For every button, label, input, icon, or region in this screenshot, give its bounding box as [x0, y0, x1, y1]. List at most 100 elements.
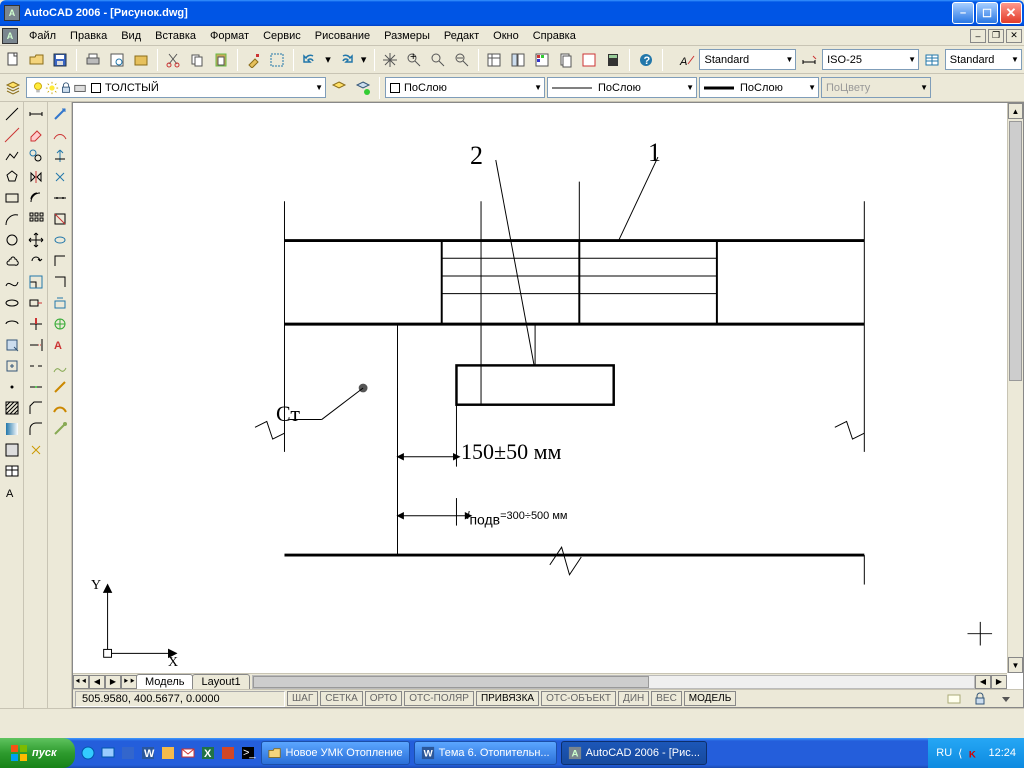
dim-linear-icon[interactable]	[25, 104, 47, 124]
ql-save-icon[interactable]	[119, 742, 137, 764]
open-icon[interactable]	[26, 49, 48, 71]
tb3-4[interactable]	[49, 167, 71, 187]
toggle-model[interactable]: МОДЕЛЬ	[684, 691, 736, 706]
clock[interactable]: 12:24	[988, 747, 1016, 759]
toggle-polar[interactable]: ОТС-ПОЛЯР	[404, 691, 474, 706]
tb3-5[interactable]	[49, 188, 71, 208]
gradient-icon[interactable]	[1, 419, 23, 439]
ellipse-arc-icon[interactable]	[1, 314, 23, 334]
ql-ie-icon[interactable]	[79, 742, 97, 764]
menu-insert[interactable]: Вставка	[148, 28, 203, 44]
markup-icon[interactable]	[579, 49, 601, 71]
menu-modify[interactable]: Редакт	[437, 28, 486, 44]
pline-icon[interactable]	[1, 146, 23, 166]
task-autocad[interactable]: A AutoCAD 2006 - [Рис...	[561, 741, 707, 765]
revcloud-icon[interactable]	[1, 251, 23, 271]
linetype-dropdown[interactable]: ПоСлою▼	[547, 77, 697, 98]
spline-icon[interactable]	[1, 272, 23, 292]
tb3-12[interactable]: A	[49, 335, 71, 355]
stretch-icon[interactable]	[25, 293, 47, 313]
scroll-left-icon[interactable]: ◀	[975, 675, 991, 689]
tab-first-icon[interactable]: ⯇⯇	[73, 675, 89, 689]
circle-icon[interactable]	[1, 230, 23, 250]
arc-icon[interactable]	[1, 209, 23, 229]
table-style-icon[interactable]	[921, 49, 943, 71]
tb3-3[interactable]	[49, 146, 71, 166]
toggle-grid[interactable]: СЕТКА	[320, 691, 363, 706]
vertical-scrollbar[interactable]: ▲ ▼	[1007, 103, 1023, 673]
color-dropdown[interactable]: ПоСлою▼	[385, 77, 545, 98]
start-button[interactable]: пуск	[0, 738, 75, 768]
make-block-icon[interactable]	[1, 356, 23, 376]
mirror-icon[interactable]	[25, 167, 47, 187]
plot-preview-icon[interactable]	[106, 49, 128, 71]
cut-icon[interactable]	[163, 49, 185, 71]
redo-dropdown-icon[interactable]: ▾	[359, 49, 369, 71]
tab-model[interactable]: Модель	[136, 674, 193, 689]
undo-dropdown-icon[interactable]: ▾	[323, 49, 333, 71]
save-icon[interactable]	[50, 49, 72, 71]
tb3-2[interactable]	[49, 125, 71, 145]
menu-dims[interactable]: Размеры	[377, 28, 437, 44]
rotate-icon[interactable]	[25, 251, 47, 271]
ellipse-icon[interactable]	[1, 293, 23, 313]
zoom-rt-icon[interactable]: +	[403, 49, 425, 71]
lineweight-dropdown[interactable]: ПоСлою▼	[699, 77, 819, 98]
tb3-15[interactable]	[49, 398, 71, 418]
canvas[interactable]: 1 2 Ст 150±50 мм lподв=300÷500 мм X Y	[73, 103, 1007, 673]
tab-layout1[interactable]: Layout1	[192, 674, 249, 689]
task-word[interactable]: W Тема 6. Отопительн...	[414, 741, 557, 765]
pan-icon[interactable]	[380, 49, 402, 71]
dim-style-dropdown[interactable]: ISO-25▼	[822, 49, 919, 70]
comm-icon[interactable]	[943, 688, 965, 710]
sheet-set-icon[interactable]	[555, 49, 577, 71]
calc-icon[interactable]	[602, 49, 624, 71]
redo-icon[interactable]	[335, 49, 357, 71]
move-icon[interactable]	[25, 230, 47, 250]
maximize-button[interactable]: ☐	[976, 2, 998, 24]
toggle-snap[interactable]: ШАГ	[287, 691, 318, 706]
point-icon[interactable]	[1, 377, 23, 397]
table-style-dropdown[interactable]: Standard▼	[945, 49, 1022, 70]
tb3-13[interactable]	[49, 356, 71, 376]
mdi-minimize[interactable]: –	[970, 29, 986, 43]
ql-word-icon[interactable]: W	[139, 742, 157, 764]
erase-icon[interactable]	[25, 125, 47, 145]
new-icon[interactable]	[2, 49, 24, 71]
task-folder[interactable]: Новое УМК Отопление	[261, 741, 410, 765]
menu-edit[interactable]: Правка	[63, 28, 114, 44]
undo-icon[interactable]	[299, 49, 321, 71]
tab-prev-icon[interactable]: ◀	[89, 675, 105, 689]
properties-icon[interactable]	[484, 49, 506, 71]
zoom-prev-icon[interactable]	[451, 49, 473, 71]
fillet-icon[interactable]	[25, 419, 47, 439]
tb3-16[interactable]	[49, 419, 71, 439]
scroll-down-icon[interactable]: ▼	[1008, 657, 1023, 673]
chamfer-icon[interactable]	[25, 398, 47, 418]
close-button[interactable]: ✕	[1000, 2, 1022, 24]
text-style-icon[interactable]: A	[676, 49, 698, 71]
mdi-restore[interactable]: ❐	[988, 29, 1004, 43]
tray-toggle-icon[interactable]	[995, 688, 1017, 710]
publish-icon[interactable]	[130, 49, 152, 71]
match-prop-icon[interactable]	[243, 49, 265, 71]
lang-indicator[interactable]: RU	[936, 747, 952, 759]
print-icon[interactable]	[82, 49, 104, 71]
hatch-icon[interactable]	[1, 398, 23, 418]
scroll-up-icon[interactable]: ▲	[1008, 103, 1023, 119]
command-area[interactable]	[0, 708, 1024, 738]
ql-outlook-icon[interactable]	[159, 742, 177, 764]
tab-last-icon[interactable]: ⯈⯈	[121, 675, 137, 689]
text-style-dropdown[interactable]: Standard▼	[699, 49, 796, 70]
tb3-8[interactable]	[49, 251, 71, 271]
tb3-6[interactable]	[49, 209, 71, 229]
menu-service[interactable]: Сервис	[256, 28, 308, 44]
vscroll-thumb[interactable]	[1009, 121, 1022, 381]
mdi-close[interactable]: ✕	[1006, 29, 1022, 43]
help-icon[interactable]: ?	[635, 49, 657, 71]
region-icon[interactable]	[1, 440, 23, 460]
block-editor-icon[interactable]	[267, 49, 289, 71]
tab-next-icon[interactable]: ▶	[105, 675, 121, 689]
tb3-14[interactable]	[49, 377, 71, 397]
dim-style-icon[interactable]	[798, 49, 820, 71]
